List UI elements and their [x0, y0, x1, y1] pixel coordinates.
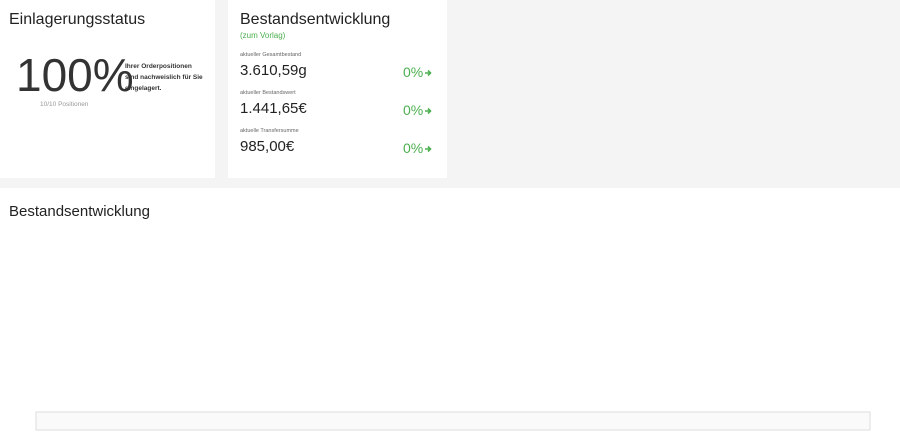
percent: 100%	[16, 49, 134, 101]
stock-card: Bestandsentwicklung (zum Vorlag) aktuell…	[228, 0, 447, 178]
metric-label: aktuelle Transfersumme	[240, 128, 299, 134]
metric-change: 0%	[403, 140, 424, 156]
positions: 10/10 Positionen	[40, 101, 89, 108]
arrow-icon	[425, 107, 432, 115]
arrow-icon: 0g1.000g2.000g3.000g4.000g5.000g0€300€60…	[425, 69, 432, 77]
subtitle: (zum Vorlag)	[240, 31, 286, 40]
metric-change: 0%	[403, 102, 424, 118]
arrow	[425, 69, 432, 77]
metric-label: aktueller Bestandswert	[240, 90, 296, 96]
arrow-icon	[425, 145, 432, 153]
metric-label: aktueller Gesamtbestand	[240, 52, 302, 58]
arrow	[425, 107, 432, 115]
metric-value: 1.441,65€	[240, 100, 307, 117]
metric-change: 0%	[403, 64, 424, 80]
card-title: Bestandsentwicklung	[240, 11, 391, 28]
metric-value: 3.610,59g	[240, 62, 307, 79]
description: Ihrer Orderpositionen sind nachweislich …	[125, 63, 203, 92]
navigator	[35, 411, 871, 431]
card-title: Einlagerungsstatus	[9, 11, 146, 28]
status-card: Einlagerungsstatus 100% Ihrer Orderposit…	[0, 0, 215, 178]
chart: Bestandsentwicklung	[0, 188, 900, 436]
arrow	[425, 145, 432, 153]
metric-value: 985,00€	[240, 138, 295, 155]
chart-title: Bestandsentwicklung	[9, 203, 150, 220]
